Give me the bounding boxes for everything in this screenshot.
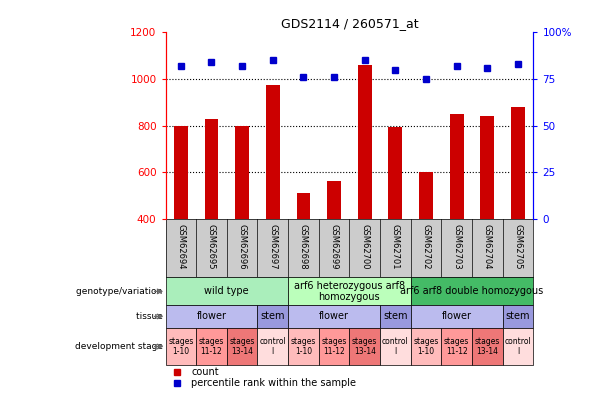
Bar [441, 328, 472, 365]
Bar [166, 277, 288, 305]
Bar [266, 85, 280, 219]
Bar [358, 65, 371, 219]
Bar [196, 328, 227, 365]
Bar [288, 328, 319, 365]
Text: genotype/variation: genotype/variation [77, 287, 166, 296]
Bar [511, 107, 525, 219]
Bar [227, 328, 257, 365]
Bar [319, 328, 349, 365]
Text: stages
13-14: stages 13-14 [229, 337, 255, 356]
Bar [472, 328, 503, 365]
Text: GSM62702: GSM62702 [422, 224, 430, 269]
Text: GSM62696: GSM62696 [238, 224, 246, 269]
Text: percentile rank within the sample: percentile rank within the sample [191, 378, 356, 388]
Bar [205, 119, 218, 219]
Text: flower: flower [442, 311, 471, 322]
Bar [166, 328, 196, 365]
Bar [166, 305, 257, 328]
Bar [349, 328, 380, 365]
Text: control
l: control l [504, 337, 531, 356]
Text: arf6 arf8 double homozygous: arf6 arf8 double homozygous [400, 286, 544, 296]
Title: GDS2114 / 260571_at: GDS2114 / 260571_at [281, 17, 418, 30]
Text: count: count [191, 367, 219, 377]
Text: development stage: development stage [75, 342, 166, 351]
Text: stem: stem [506, 311, 530, 322]
Bar [450, 114, 463, 219]
Bar [288, 305, 380, 328]
Text: GSM62694: GSM62694 [177, 224, 185, 269]
Text: GSM62695: GSM62695 [207, 224, 216, 269]
Text: control
l: control l [259, 337, 286, 356]
Text: GSM62701: GSM62701 [391, 224, 400, 269]
Text: stages
1-10: stages 1-10 [413, 337, 439, 356]
Bar [257, 328, 288, 365]
Bar [503, 328, 533, 365]
Text: stages
1-10: stages 1-10 [291, 337, 316, 356]
Text: flower: flower [197, 311, 226, 322]
Text: wild type: wild type [205, 286, 249, 296]
Text: GSM62700: GSM62700 [360, 224, 369, 269]
Text: GSM62699: GSM62699 [330, 224, 338, 269]
Text: stages
11-12: stages 11-12 [444, 337, 470, 356]
Bar [327, 181, 341, 219]
Bar [411, 277, 533, 305]
Bar [503, 305, 533, 328]
Bar [389, 127, 402, 219]
Bar [235, 126, 249, 219]
Bar [411, 328, 441, 365]
Text: GSM62697: GSM62697 [268, 224, 277, 269]
Text: stages
11-12: stages 11-12 [321, 337, 347, 356]
Bar [481, 116, 494, 219]
Bar [419, 173, 433, 219]
Bar [380, 305, 411, 328]
Bar [288, 277, 411, 305]
Text: arf6 heterozygous arf8
homozygous: arf6 heterozygous arf8 homozygous [294, 281, 405, 302]
Text: GSM62698: GSM62698 [299, 224, 308, 269]
Bar [380, 328, 411, 365]
Bar [297, 194, 310, 219]
Text: stages
13-14: stages 13-14 [352, 337, 378, 356]
Bar [257, 305, 288, 328]
Text: stages
1-10: stages 1-10 [168, 337, 194, 356]
Bar [174, 126, 188, 219]
Text: GSM62705: GSM62705 [514, 224, 522, 269]
Text: stem: stem [383, 311, 408, 322]
Text: control
l: control l [382, 337, 409, 356]
Text: stages
11-12: stages 11-12 [199, 337, 224, 356]
Text: stages
13-14: stages 13-14 [474, 337, 500, 356]
Text: tissue: tissue [135, 312, 166, 321]
Text: GSM62704: GSM62704 [483, 224, 492, 269]
Text: flower: flower [319, 311, 349, 322]
Text: stem: stem [261, 311, 285, 322]
Text: GSM62703: GSM62703 [452, 224, 461, 269]
Bar [411, 305, 503, 328]
